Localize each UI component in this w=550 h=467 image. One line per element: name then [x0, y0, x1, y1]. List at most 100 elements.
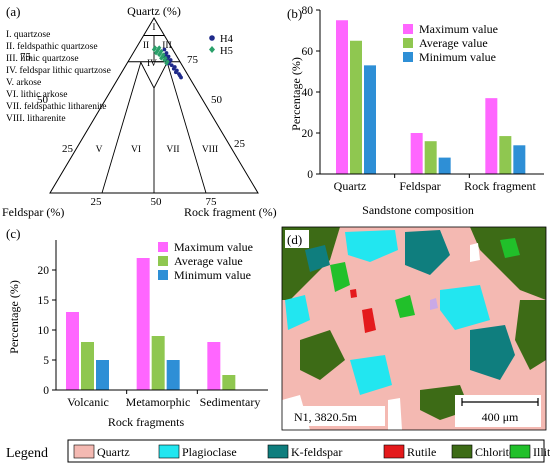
ternary-point-h4 — [162, 47, 167, 52]
legend-swatch-k-feldspar — [267, 444, 289, 459]
field-key-2: II. feldspathic quartzose — [6, 41, 98, 52]
ternary-point-h5 — [159, 55, 164, 61]
bar-average-value — [350, 40, 362, 174]
y-tick-label: 5 — [43, 355, 49, 367]
ternary-field-numeral: III — [162, 41, 172, 51]
y-tick-label: 15 — [38, 295, 50, 307]
bar-average-value — [151, 336, 165, 390]
ternary-point-h5 — [151, 47, 157, 52]
legend-swatch — [403, 24, 413, 34]
x-category-label: Metamorphic — [126, 395, 191, 409]
ternary-points — [151, 45, 183, 80]
illite-grain — [330, 262, 350, 292]
chart-b-axes: 0 20 40 60 80 Quartz Feldspar Rock fragment — [302, 5, 544, 193]
ternary-frame — [49, 17, 259, 194]
legend-swatch-rutile — [383, 444, 405, 459]
panel-b-label: (b) — [287, 6, 302, 21]
x-category-label: Feldspar — [399, 179, 440, 193]
scale-bar-label: 400 μm — [482, 410, 519, 424]
ternary-q-left-75: 75 — [20, 51, 32, 63]
legend-swatch — [403, 52, 413, 62]
bar-minimum-value — [166, 360, 180, 390]
pore-space — [430, 298, 438, 310]
ternary-bottom-75: 75 — [206, 196, 218, 208]
ternary-field-line — [101, 61, 142, 194]
chart-b-bars — [336, 20, 526, 174]
bar-maximum-value — [410, 133, 423, 174]
chart-c-xlabel: Rock fragments — [108, 415, 185, 429]
bar-maximum-value — [207, 342, 221, 390]
ternary-apex-rock-fragment: Rock fragment (%) — [184, 205, 277, 219]
legend-swatch — [158, 242, 168, 252]
legend-swatch — [158, 270, 168, 280]
legend-label: Average value — [174, 254, 243, 268]
chart-b-ylabel: Percentage (%) — [289, 57, 303, 131]
legend-swatch-illite — [509, 444, 531, 459]
ternary-field-numeral: VIII — [202, 145, 218, 155]
rutile-grain — [362, 308, 376, 333]
scale-bar-bg — [455, 395, 541, 427]
y-tick-label: 80 — [302, 5, 314, 17]
panel-a-label: (a) — [6, 4, 20, 19]
k-feldspar-grain — [405, 230, 450, 275]
legend-label: Average value — [419, 36, 488, 50]
chart-c-axes: 0 5 10 15 20 Volcanic Metamorphic Sedimentary — [38, 240, 268, 409]
legend-label-illite: Illite — [533, 445, 550, 459]
caption-bg — [285, 406, 385, 426]
y-tick-label: 20 — [302, 128, 314, 140]
ternary-point-h5 — [162, 57, 167, 63]
ternary-point-h5 — [155, 47, 161, 52]
ternary-q-right-25: 25 — [234, 138, 246, 150]
chart-c-ylabel: Percentage (%) — [7, 280, 21, 354]
ternary-q-left-50: 50 — [37, 94, 49, 106]
ternary-point-h5 — [164, 61, 169, 66]
plagioclase-grain — [350, 355, 392, 395]
field-key-6: VI. lithic arkose — [6, 90, 67, 100]
ternary-point-h4 — [173, 70, 178, 75]
field-key-5: V. arkose — [6, 78, 41, 88]
ternary-q-right-50: 50 — [211, 94, 223, 106]
ternary-field-numeral: I — [152, 23, 155, 33]
legend-label-h4: H4 — [220, 34, 234, 45]
legend-swatch — [158, 256, 168, 266]
ternary-point-h4 — [179, 75, 183, 80]
bar-average-value — [81, 342, 94, 390]
ternary-field-numeral: VII — [166, 145, 179, 155]
field-key-7: VII. feldspathic litharenite — [6, 101, 107, 112]
legend-title: Legend — [6, 446, 48, 461]
ternary-field-line — [166, 61, 207, 194]
legend-marker-h4 — [209, 35, 215, 41]
x-category-label: Quartz — [334, 179, 367, 193]
thin-section-micrograph: (d) N1, 3820.5m 400 μm — [281, 226, 547, 431]
y-tick-label: 0 — [43, 385, 49, 397]
chlorite-grain — [515, 300, 546, 370]
ternary-apex-feldspar: Feldspar (%) — [2, 205, 64, 219]
bar-maximum-value — [66, 312, 79, 390]
mineral-legend: Legend Quartz Plagioclase K-feldspar Rutile… — [6, 439, 550, 463]
plagioclase-grain — [345, 230, 398, 262]
ternary-q-right-75: 75 — [187, 54, 199, 66]
ternary-diamond-line — [140, 61, 155, 89]
legend-swatch-chlorite — [451, 444, 473, 459]
chart-c-bars — [66, 258, 236, 390]
plagioclase-grain — [285, 295, 310, 330]
legend-label: Minimum value — [174, 268, 251, 282]
chlorite-grain — [300, 330, 345, 380]
ternary-field-numeral: VI — [131, 145, 141, 155]
k-feldspar-grain — [470, 325, 515, 380]
ternary-field-numeral: IV — [147, 59, 157, 69]
panel-d-label-bg — [285, 230, 309, 248]
ternary-field-numeral: V — [96, 145, 103, 155]
pore-space — [470, 243, 480, 262]
ternary-q-left-25: 25 — [62, 143, 74, 155]
x-category-label: Sedimentary — [200, 395, 261, 409]
legend-label: Minimum value — [419, 50, 496, 64]
y-tick-label: 10 — [38, 325, 50, 337]
legend-label: Maximum value — [419, 22, 498, 36]
ternary-point-h4 — [169, 63, 174, 68]
plagioclase-grain — [440, 285, 490, 330]
